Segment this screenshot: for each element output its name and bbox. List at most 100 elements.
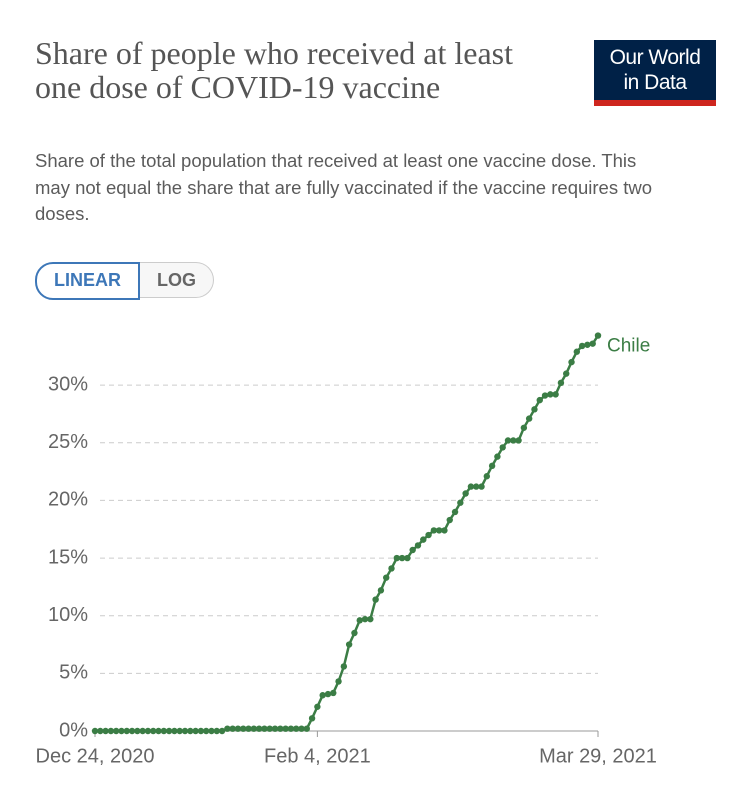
logo[interactable]: Our World in Data: [594, 40, 716, 106]
data-point: [229, 725, 236, 732]
data-point: [165, 727, 173, 735]
data-point: [234, 725, 242, 732]
data-point: [155, 727, 162, 735]
data-point: [594, 332, 602, 339]
data-point: [324, 690, 332, 698]
data-point: [510, 437, 517, 444]
y-tick-label: 25%: [48, 431, 88, 453]
data-point: [420, 536, 427, 543]
data-point: [218, 727, 226, 735]
data-point: [298, 725, 305, 732]
data-point: [213, 727, 220, 735]
data-point: [319, 692, 326, 699]
data-point: [102, 727, 109, 735]
chart-title: Share of people who received at least on…: [35, 35, 514, 105]
data-point: [383, 574, 390, 581]
data-point: [552, 391, 559, 398]
data-point: [345, 641, 353, 648]
y-tick-label: 30%: [48, 373, 88, 395]
data-point: [525, 415, 533, 422]
data-point: [573, 348, 581, 355]
data-point: [467, 483, 475, 490]
data-point: [271, 725, 279, 732]
data-point: [589, 340, 596, 347]
data-point: [97, 727, 104, 735]
data-point: [568, 358, 575, 366]
data-point: [293, 725, 300, 732]
data-point: [388, 565, 395, 572]
data-point: [250, 725, 258, 732]
data-point: [287, 725, 295, 732]
data-point: [435, 527, 443, 534]
data-point: [446, 516, 453, 524]
data-point: [520, 424, 528, 431]
data-point: [261, 725, 268, 732]
data-point: [266, 725, 273, 732]
data-point: [187, 727, 194, 735]
data-point: [578, 342, 586, 350]
series-label: Chile: [607, 336, 650, 357]
data-point: [330, 689, 337, 697]
data-point: [351, 629, 358, 637]
data-point: [536, 396, 543, 404]
data-point: [91, 727, 99, 735]
data-point: [457, 499, 464, 506]
data-point: [224, 725, 231, 732]
data-point: [584, 341, 591, 348]
data-point: [409, 546, 416, 554]
logo-line: in Data: [623, 71, 687, 94]
y-tick-label: 20%: [48, 489, 88, 511]
data-point: [277, 725, 284, 732]
data-point: [404, 554, 411, 562]
data-point: [118, 727, 125, 735]
data-point: [504, 437, 512, 444]
data-point: [451, 508, 459, 516]
data-point: [192, 727, 199, 735]
data-point: [499, 444, 506, 451]
linear-button[interactable]: LINEAR: [35, 262, 140, 300]
log-button[interactable]: LOG: [140, 262, 214, 298]
data-point: [107, 727, 115, 735]
data-point: [139, 727, 146, 735]
data-point: [171, 727, 178, 735]
data-point: [372, 596, 379, 603]
data-point: [282, 725, 289, 732]
data-point: [488, 462, 496, 470]
data-point: [335, 678, 342, 685]
data-point: [462, 490, 469, 497]
logo-line: Our World: [609, 46, 701, 69]
series-line: [95, 334, 600, 733]
data-point: [308, 715, 316, 722]
y-tick-label: 5%: [59, 662, 88, 684]
x-tick-label: Dec 24, 2020: [36, 745, 155, 767]
data-point: [340, 663, 348, 670]
data-point: [377, 587, 385, 594]
data-point: [393, 554, 400, 562]
data-point: [240, 725, 247, 732]
data-point: [303, 725, 310, 732]
data-point: [531, 406, 538, 413]
data-point: [430, 527, 438, 534]
data-point: [414, 542, 422, 549]
data-point: [245, 725, 252, 732]
data-point: [314, 703, 321, 710]
scale-toggle: LINEAR LOG: [35, 262, 214, 300]
y-tick-label: 15%: [48, 546, 88, 568]
data-point: [483, 473, 491, 480]
data-point: [494, 453, 501, 460]
data-point: [563, 370, 570, 377]
data-point: [361, 615, 369, 623]
data-point: [367, 615, 374, 623]
data-point: [515, 437, 522, 444]
data-point: [181, 727, 189, 735]
data-point: [128, 727, 136, 735]
data-point: [356, 617, 363, 624]
x-tick-label: Feb 4, 2021: [264, 745, 371, 767]
data-point: [547, 391, 554, 398]
data-point: [144, 727, 152, 735]
data-point: [160, 727, 168, 735]
data-point: [150, 727, 157, 735]
x-tick-label: Mar 29, 2021: [539, 745, 657, 767]
